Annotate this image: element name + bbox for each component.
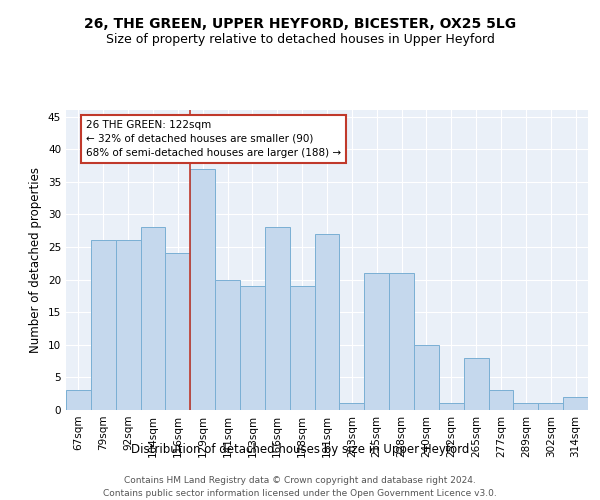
Bar [488, 390, 514, 410]
Bar [116, 240, 140, 410]
Bar [91, 240, 116, 410]
Bar [265, 228, 290, 410]
Bar [215, 280, 240, 410]
Bar [439, 404, 464, 410]
Bar [514, 404, 538, 410]
Bar [140, 228, 166, 410]
Text: Contains public sector information licensed under the Open Government Licence v3: Contains public sector information licen… [103, 489, 497, 498]
Text: 26, THE GREEN, UPPER HEYFORD, BICESTER, OX25 5LG: 26, THE GREEN, UPPER HEYFORD, BICESTER, … [84, 18, 516, 32]
Bar [364, 273, 389, 410]
Bar [538, 404, 563, 410]
Bar [240, 286, 265, 410]
Bar [464, 358, 488, 410]
Bar [389, 273, 414, 410]
Text: Size of property relative to detached houses in Upper Heyford: Size of property relative to detached ho… [106, 32, 494, 46]
Text: Distribution of detached houses by size in Upper Heyford: Distribution of detached houses by size … [131, 442, 469, 456]
Bar [166, 254, 190, 410]
Text: Contains HM Land Registry data © Crown copyright and database right 2024.: Contains HM Land Registry data © Crown c… [124, 476, 476, 485]
Bar [314, 234, 340, 410]
Bar [414, 345, 439, 410]
Bar [190, 168, 215, 410]
Bar [340, 404, 364, 410]
Y-axis label: Number of detached properties: Number of detached properties [29, 167, 43, 353]
Text: 26 THE GREEN: 122sqm
← 32% of detached houses are smaller (90)
68% of semi-detac: 26 THE GREEN: 122sqm ← 32% of detached h… [86, 120, 341, 158]
Bar [66, 390, 91, 410]
Bar [290, 286, 314, 410]
Bar [563, 397, 588, 410]
